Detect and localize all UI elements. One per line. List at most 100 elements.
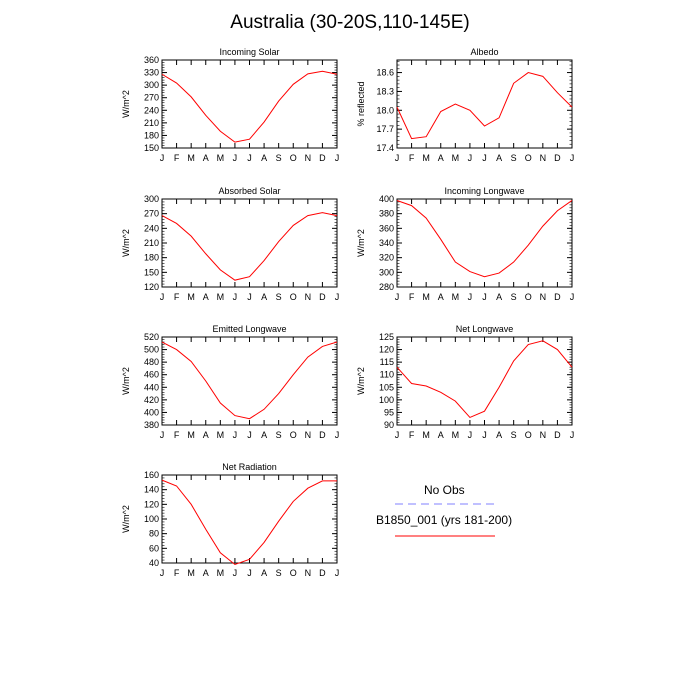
x-tick-label: J bbox=[233, 153, 238, 163]
y-tick-label: 120 bbox=[379, 345, 394, 355]
x-tick-label: J bbox=[335, 568, 340, 578]
x-tick-label: J bbox=[468, 292, 473, 302]
x-tick-label: N bbox=[540, 292, 547, 302]
y-tick-label: 360 bbox=[379, 223, 394, 233]
panel-title: Absorbed Solar bbox=[218, 186, 280, 196]
y-tick-label: 18.3 bbox=[376, 86, 394, 96]
y-tick-label: 100 bbox=[379, 395, 394, 405]
panel-title: Net Radiation bbox=[222, 462, 277, 472]
x-tick-label: S bbox=[276, 292, 282, 302]
series-line bbox=[161, 341, 338, 420]
series-line bbox=[161, 479, 337, 566]
y-tick-label: 340 bbox=[379, 238, 394, 248]
y-tick-label: 140 bbox=[144, 485, 159, 495]
x-tick-label: D bbox=[319, 568, 326, 578]
y-tick-label: 520 bbox=[144, 332, 159, 342]
x-tick-label: J bbox=[247, 568, 252, 578]
x-tick-label: J bbox=[335, 292, 340, 302]
x-tick-label: F bbox=[174, 430, 180, 440]
x-tick-label: M bbox=[217, 153, 225, 163]
x-tick-label: A bbox=[203, 568, 209, 578]
y-tick-label: 210 bbox=[144, 238, 159, 248]
x-tick-label: J bbox=[160, 292, 165, 302]
x-tick-label: J bbox=[468, 430, 473, 440]
x-tick-label: M bbox=[422, 153, 430, 163]
x-tick-label: A bbox=[261, 430, 267, 440]
page-title: Australia (30-20S,110-145E) bbox=[230, 12, 470, 33]
y-tick-label: 110 bbox=[380, 370, 394, 380]
y-tick-label: 80 bbox=[149, 529, 159, 539]
x-tick-label: M bbox=[217, 430, 225, 440]
x-tick-label: N bbox=[540, 430, 547, 440]
x-tick-label: O bbox=[290, 430, 297, 440]
panel-4: Emitted Longwave W/m^2 380 400 420 440 460 480 5… bbox=[121, 324, 339, 440]
y-tick-label: 400 bbox=[144, 407, 159, 417]
y-tick-label: 300 bbox=[379, 267, 394, 277]
x-tick-label: O bbox=[525, 153, 532, 163]
x-tick-label: O bbox=[290, 568, 297, 578]
x-tick-label: M bbox=[422, 430, 430, 440]
y-tick-label: 330 bbox=[144, 68, 159, 78]
x-tick-label: J bbox=[395, 153, 400, 163]
y-tick-label: 18.0 bbox=[376, 105, 394, 115]
series-line bbox=[161, 70, 338, 143]
x-tick-label: M bbox=[187, 568, 195, 578]
x-tick-label: S bbox=[276, 430, 282, 440]
x-tick-label: A bbox=[203, 430, 209, 440]
y-tick-label: 60 bbox=[149, 543, 159, 553]
y-axis-label: W/m^2 bbox=[121, 367, 131, 395]
x-tick-label: J bbox=[570, 430, 575, 440]
x-tick-label: A bbox=[203, 292, 209, 302]
x-tick-label: A bbox=[438, 153, 444, 163]
x-tick-label: J bbox=[233, 292, 238, 302]
y-tick-label: 100 bbox=[144, 514, 159, 524]
panel-frame bbox=[161, 198, 338, 288]
panel-frame bbox=[161, 336, 338, 426]
panel-0: Incoming Solar W/m^2 150 180 210 240 270 300 330… bbox=[121, 47, 339, 163]
y-axis-label: W/m^2 bbox=[356, 367, 366, 395]
y-tick-label: 95 bbox=[384, 407, 394, 417]
x-tick-label: S bbox=[511, 430, 517, 440]
series-line bbox=[161, 212, 338, 281]
panel-title: Net Longwave bbox=[456, 324, 514, 334]
panel-title: Emitted Longwave bbox=[212, 324, 286, 334]
x-tick-label: A bbox=[203, 153, 209, 163]
y-axis-label: W/m^2 bbox=[121, 505, 131, 533]
panel-2: Absorbed Solar W/m^2 120 150 180 210 240 270 300… bbox=[121, 186, 339, 302]
y-tick-label: 17.4 bbox=[376, 143, 394, 153]
y-tick-label: 160 bbox=[144, 470, 159, 480]
y-tick-label: 240 bbox=[144, 223, 159, 233]
y-tick-label: 380 bbox=[379, 209, 394, 219]
x-tick-label: N bbox=[305, 153, 312, 163]
x-tick-label: F bbox=[409, 292, 415, 302]
x-tick-label: D bbox=[554, 153, 561, 163]
y-tick-label: 400 bbox=[379, 194, 394, 204]
x-tick-label: A bbox=[261, 292, 267, 302]
x-tick-label: O bbox=[290, 292, 297, 302]
x-tick-label: D bbox=[319, 430, 326, 440]
panel-frame bbox=[161, 474, 338, 564]
y-tick-label: 380 bbox=[144, 420, 159, 430]
x-tick-label: J bbox=[395, 430, 400, 440]
x-tick-label: M bbox=[187, 430, 195, 440]
panel-title: Albedo bbox=[470, 47, 498, 57]
x-tick-label: D bbox=[319, 153, 326, 163]
x-tick-label: J bbox=[233, 568, 238, 578]
y-tick-label: 115 bbox=[380, 357, 394, 367]
x-tick-label: J bbox=[570, 153, 575, 163]
y-tick-label: 150 bbox=[144, 267, 159, 277]
x-tick-label: M bbox=[422, 292, 430, 302]
x-tick-label: A bbox=[496, 153, 502, 163]
x-tick-label: J bbox=[482, 153, 487, 163]
panel-3: Incoming Longwave W/m^2 280 300 320 340 360 380… bbox=[356, 186, 574, 302]
panel-frame bbox=[396, 59, 573, 149]
series-line bbox=[396, 340, 573, 419]
y-tick-label: 90 bbox=[384, 420, 394, 430]
x-tick-label: M bbox=[452, 430, 460, 440]
x-tick-label: N bbox=[305, 292, 312, 302]
legend-label-model: B1850_001 (yrs 181-200) bbox=[376, 513, 513, 527]
panel-frame bbox=[396, 336, 573, 426]
x-tick-label: A bbox=[261, 568, 267, 578]
